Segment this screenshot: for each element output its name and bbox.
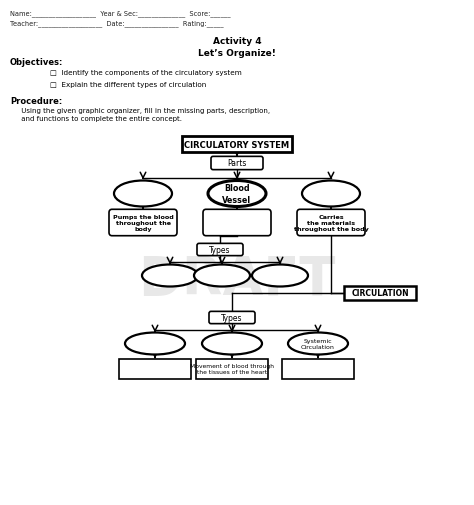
Text: Systemic
Circulation: Systemic Circulation (301, 338, 335, 349)
FancyBboxPatch shape (297, 210, 365, 236)
Bar (196, 359, 268, 379)
Text: Carries
the materials
throughout the body: Carries the materials throughout the bod… (293, 215, 368, 232)
Ellipse shape (202, 333, 262, 355)
Text: Name:___________________  Year & Sec:______________  Score:______: Name:___________________ Year & Sec:____… (10, 10, 231, 17)
Text: Blood
Vessel: Blood Vessel (222, 184, 252, 204)
Text: Activity 4
Let’s Organize!: Activity 4 Let’s Organize! (198, 37, 276, 58)
Text: Objectives:: Objectives: (10, 58, 64, 67)
Ellipse shape (252, 265, 308, 287)
Text: Types: Types (209, 245, 231, 255)
FancyBboxPatch shape (109, 210, 177, 236)
Text: □  Identify the components of the circulatory system: □ Identify the components of the circula… (50, 70, 242, 76)
Text: Using the given graphic organizer, fill in the missing parts, description,
     : Using the given graphic organizer, fill … (10, 108, 270, 122)
Text: Movement of blood through
the tissues of the heart: Movement of blood through the tissues of… (190, 363, 274, 374)
FancyBboxPatch shape (197, 244, 243, 256)
Ellipse shape (125, 333, 185, 355)
Text: Pumps the blood
throughout the
body: Pumps the blood throughout the body (113, 215, 173, 232)
Text: Types: Types (221, 314, 243, 322)
Bar (344, 286, 416, 300)
Text: DRAFT: DRAFT (138, 254, 336, 306)
Text: Parts: Parts (228, 159, 246, 168)
Text: Teacher:___________________  Date:________________  Rating:_____: Teacher:___________________ Date:_______… (10, 20, 224, 27)
Bar (182, 137, 292, 153)
FancyBboxPatch shape (211, 157, 263, 170)
Text: Procedure:: Procedure: (10, 97, 62, 106)
Bar (119, 359, 191, 379)
FancyBboxPatch shape (203, 210, 271, 236)
Ellipse shape (208, 181, 266, 207)
Ellipse shape (194, 265, 250, 287)
Text: CIRCULATION: CIRCULATION (351, 288, 409, 297)
Text: CIRCULATORY SYSTEM: CIRCULATORY SYSTEM (184, 140, 290, 149)
FancyBboxPatch shape (209, 312, 255, 324)
Ellipse shape (142, 265, 198, 287)
Bar (282, 359, 354, 379)
Ellipse shape (114, 181, 172, 207)
Ellipse shape (288, 333, 348, 355)
Ellipse shape (302, 181, 360, 207)
Text: □  Explain the different types of circulation: □ Explain the different types of circula… (50, 82, 206, 88)
